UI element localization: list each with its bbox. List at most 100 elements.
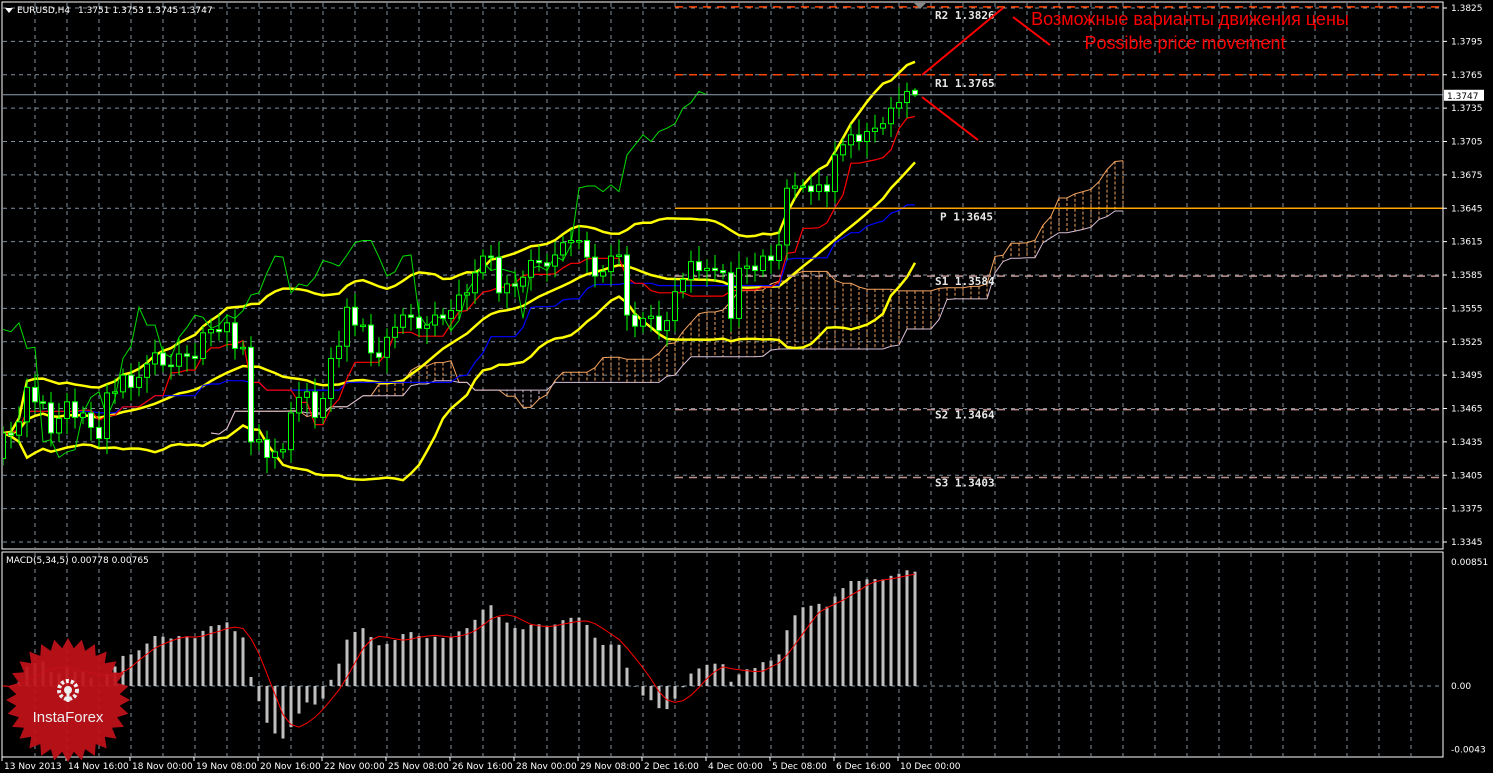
- candle[interactable]: [544, 253, 550, 282]
- candle[interactable]: [704, 259, 710, 287]
- candle[interactable]: [64, 392, 70, 435]
- candle[interactable]: [632, 301, 638, 338]
- candle[interactable]: [16, 406, 22, 445]
- candle[interactable]: [136, 361, 142, 397]
- candle[interactable]: [424, 316, 430, 344]
- time-axis[interactable]: 13 Nov 2013 14 Nov 16:00 18 Nov 00:00 19 No…: [1, 757, 961, 772]
- price-axis[interactable]: 1.3825 1.3795 1.3765 1.3735 1.3705 1.3675 1.36…: [1443, 4, 1488, 756]
- candle[interactable]: [608, 244, 614, 286]
- candle[interactable]: [344, 298, 350, 362]
- candle[interactable]: [768, 244, 774, 274]
- candle[interactable]: [528, 249, 534, 291]
- candle[interactable]: [304, 382, 310, 413]
- candle[interactable]: [112, 378, 118, 405]
- candle[interactable]: [904, 82, 910, 119]
- candle[interactable]: [416, 301, 422, 338]
- candle[interactable]: [832, 141, 838, 203]
- candle[interactable]: [896, 86, 902, 118]
- candle[interactable]: [592, 243, 598, 288]
- candle[interactable]: [464, 283, 470, 311]
- candle[interactable]: [392, 313, 398, 349]
- candle[interactable]: [200, 326, 206, 366]
- candle[interactable]: [496, 241, 502, 302]
- candle[interactable]: [272, 438, 278, 469]
- candle[interactable]: [472, 259, 478, 304]
- candle[interactable]: [648, 305, 654, 332]
- candle[interactable]: [512, 270, 518, 298]
- candle[interactable]: [128, 364, 134, 401]
- candle[interactable]: [296, 381, 302, 422]
- candle[interactable]: [248, 336, 254, 456]
- price-chart[interactable]: R2 1.3826 R1 1.3765 P 1.3645 S1 1.3584 S2 1.…: [0, 6, 1443, 490]
- candle[interactable]: [848, 123, 854, 159]
- candle[interactable]: [376, 337, 382, 367]
- candle[interactable]: [8, 421, 14, 449]
- candle[interactable]: [232, 309, 238, 360]
- candle[interactable]: [784, 179, 790, 261]
- candle[interactable]: [800, 179, 806, 193]
- candle[interactable]: [176, 338, 182, 376]
- candle[interactable]: [792, 172, 798, 200]
- candle[interactable]: [568, 229, 574, 257]
- candle[interactable]: [192, 342, 198, 370]
- candle[interactable]: [40, 395, 46, 410]
- macd-panel[interactable]: [2, 570, 917, 739]
- candle[interactable]: [256, 424, 262, 451]
- candle[interactable]: [720, 263, 726, 280]
- candle[interactable]: [208, 318, 214, 347]
- candle[interactable]: [152, 339, 158, 376]
- candle[interactable]: [24, 378, 30, 438]
- candle[interactable]: [712, 254, 718, 282]
- candle[interactable]: [160, 346, 166, 372]
- chart-shift-marker-icon[interactable]: [914, 3, 926, 9]
- candle[interactable]: [32, 374, 38, 413]
- candle[interactable]: [440, 308, 446, 326]
- candle[interactable]: [856, 119, 862, 151]
- candle[interactable]: [264, 430, 270, 474]
- candle[interactable]: [576, 224, 582, 250]
- candle[interactable]: [520, 270, 526, 293]
- candle[interactable]: [384, 328, 390, 373]
- candle[interactable]: [760, 249, 766, 278]
- candle[interactable]: [864, 122, 870, 158]
- candle[interactable]: [560, 236, 566, 262]
- candle[interactable]: [400, 308, 406, 334]
- candle[interactable]: [488, 244, 494, 271]
- candle[interactable]: [880, 117, 886, 135]
- candle[interactable]: [680, 272, 686, 299]
- candle[interactable]: [536, 244, 542, 272]
- candle[interactable]: [616, 239, 622, 265]
- candle[interactable]: [368, 313, 374, 367]
- candle[interactable]: [744, 257, 750, 284]
- candle[interactable]: [752, 252, 758, 282]
- candle[interactable]: [312, 378, 318, 429]
- candle[interactable]: [840, 138, 846, 162]
- candle[interactable]: [320, 391, 326, 425]
- candle[interactable]: [456, 279, 462, 320]
- candle[interactable]: [336, 330, 342, 368]
- candle[interactable]: [240, 340, 246, 356]
- candle[interactable]: [696, 246, 702, 280]
- chart-menu-triangle-icon[interactable]: [5, 8, 13, 13]
- candle[interactable]: [96, 411, 102, 448]
- candle[interactable]: [144, 355, 150, 393]
- candle[interactable]: [168, 353, 174, 380]
- candle[interactable]: [104, 384, 110, 455]
- candle[interactable]: [888, 97, 894, 138]
- candle[interactable]: [480, 249, 486, 280]
- candle[interactable]: [432, 301, 438, 337]
- candle[interactable]: [184, 345, 190, 372]
- candle[interactable]: [872, 114, 878, 143]
- candle[interactable]: [120, 368, 126, 399]
- candle[interactable]: [224, 313, 230, 348]
- candle[interactable]: [584, 231, 590, 273]
- candle[interactable]: [408, 303, 414, 331]
- candle[interactable]: [1, 426, 6, 466]
- candle[interactable]: [808, 174, 814, 205]
- candle[interactable]: [600, 264, 606, 283]
- candle[interactable]: [80, 406, 86, 425]
- candle[interactable]: [912, 88, 918, 97]
- candle[interactable]: [360, 318, 366, 332]
- candle[interactable]: [280, 442, 286, 459]
- candle[interactable]: [56, 402, 62, 442]
